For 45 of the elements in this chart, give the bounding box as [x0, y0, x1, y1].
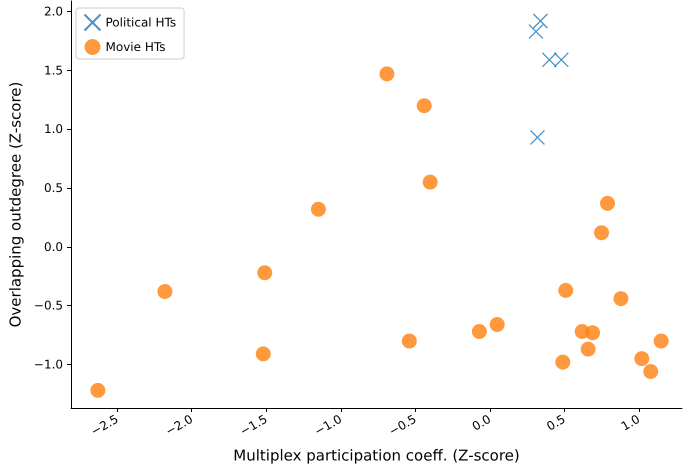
point: [530, 130, 546, 146]
point: [532, 13, 548, 29]
x-tick-label: 0.5: [544, 412, 568, 434]
x-tick-label: −2.0: [163, 412, 196, 439]
point: [634, 351, 650, 366]
legend-label: Movie HTs: [106, 40, 166, 54]
point: [554, 52, 569, 68]
x-tick-label: 0.0: [470, 412, 494, 434]
point: [613, 291, 628, 306]
point: [585, 325, 600, 340]
y-tick-label: 2.0: [44, 4, 64, 19]
y-tick-label: −0.5: [34, 298, 64, 313]
point: [542, 52, 558, 68]
x-tick-label: −2.5: [88, 412, 121, 439]
point: [643, 364, 658, 380]
point: [379, 66, 394, 82]
y-tick-label: −1.0: [34, 357, 64, 372]
y-tick-label: 0.5: [44, 181, 64, 196]
legend-label: Political HTs: [106, 16, 176, 30]
point: [90, 382, 106, 398]
x-tick-label: −1.0: [312, 412, 344, 439]
x-tick-label: −1.5: [238, 412, 270, 439]
y-axis-title: Overlapping outdegree (Z-score): [6, 82, 24, 328]
x-axis-title: Multiplex participation coeff. (Z-score): [233, 446, 520, 464]
point: [490, 316, 505, 332]
point: [310, 202, 326, 217]
point: [472, 324, 487, 340]
point: [157, 284, 172, 300]
point: [654, 333, 669, 348]
x-tick-label: −0.5: [386, 412, 419, 439]
point: [257, 265, 272, 280]
point: [528, 24, 544, 40]
y-tick-label: 0.0: [44, 240, 64, 254]
point: [580, 342, 596, 357]
point: [256, 346, 271, 362]
point: [594, 225, 610, 240]
y-tick-label: 1.0: [44, 122, 64, 136]
point: [555, 354, 570, 370]
y-tick-label: 1.5: [44, 63, 64, 78]
point: [422, 174, 438, 190]
point: [416, 98, 432, 114]
point: [600, 196, 615, 211]
point: [558, 282, 574, 298]
x-tick-label: 1.0: [618, 412, 642, 434]
point: [402, 333, 417, 348]
